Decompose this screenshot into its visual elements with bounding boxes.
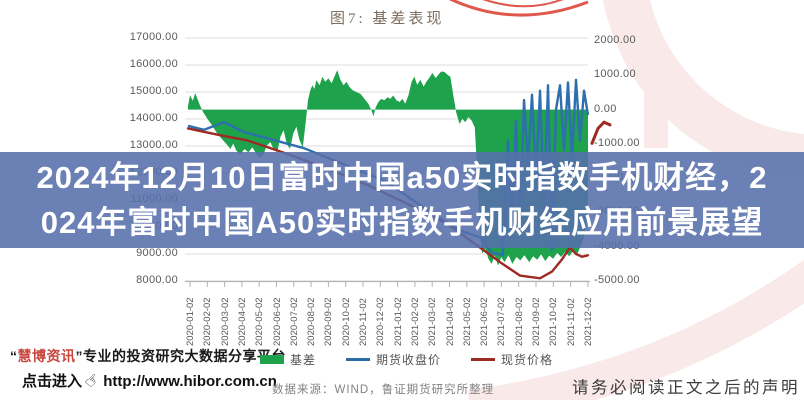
legend-item: 期货收盘价	[346, 351, 441, 368]
left-axis-tick: 17000.00	[129, 31, 178, 43]
disclaimer-text: 请务必阅读正文之后的声明部分	[572, 378, 800, 397]
left-axis-tick: 14000.00	[129, 112, 178, 124]
red-swoosh2-icon	[482, 0, 564, 8]
watermark-bar-icon	[644, 84, 668, 148]
red-swoosh-icon	[448, 0, 589, 17]
right-axis-tick: -5000.00	[594, 273, 640, 286]
left-axis-tick: 9000.00	[136, 247, 178, 259]
cta-label: 点击进入	[22, 373, 83, 390]
legend-label: 期货收盘价	[376, 353, 442, 367]
left-axis-tick: 13000.00	[129, 139, 178, 151]
right-axis-tick: 1000.00	[594, 68, 636, 81]
legend-label: 现货价格	[501, 353, 554, 367]
series-spot-line	[186, 127, 590, 280]
legend-item: 现货价格	[471, 351, 553, 368]
pointing-hand-icon: ☞	[80, 368, 105, 393]
chart-title: 图7: 基差表现	[330, 11, 445, 27]
brand-line: “慧博资讯”专业的投资研究大数据分享平台	[10, 346, 286, 366]
brand-cta-line: 点击进入☞http://www.hibor.com.cn	[22, 368, 277, 393]
right-axis-tick: -1000.00	[594, 136, 640, 149]
data-source-note: 数据来源：WIND，鲁证期货研究所整理	[272, 384, 495, 396]
legend-swatch-icon	[471, 358, 496, 361]
chart-legend: 基差 期货收盘价 现货价格	[260, 351, 553, 368]
brand-tagline: 专业的投资研究大数据分享平台	[83, 348, 286, 364]
left-axis-tick: 8000.00	[136, 274, 178, 286]
legend-item: 基差	[260, 351, 316, 368]
brand-url: http://www.hibor.com.cn	[103, 373, 277, 390]
brand-quote-close: ”	[75, 348, 83, 364]
right-axis-tick: 2000.00	[594, 34, 636, 46]
legend-label: 基差	[290, 353, 317, 367]
headline-line2: 024年富时中国A50实时指数手机财经应用前景展望	[40, 205, 764, 240]
headline-overlay: 2024年12月10日富时中国a50实时指数手机财经，2 024年富时中国A50…	[0, 152, 804, 248]
left-axis-tick: 15000.00	[129, 85, 178, 97]
series-spot-tail	[590, 120, 612, 145]
right-axis-tick: 0.00	[594, 102, 617, 115]
legend-swatch-icon	[346, 358, 371, 361]
brand-name: 慧博资讯	[17, 348, 76, 364]
legend-swatch-icon	[260, 355, 284, 364]
headline-line1: 2024年12月10日富时中国a50实时指数手机财经，2	[36, 160, 768, 195]
brand-quote-open: “	[10, 348, 18, 364]
left-axis-tick: 16000.00	[129, 58, 178, 70]
